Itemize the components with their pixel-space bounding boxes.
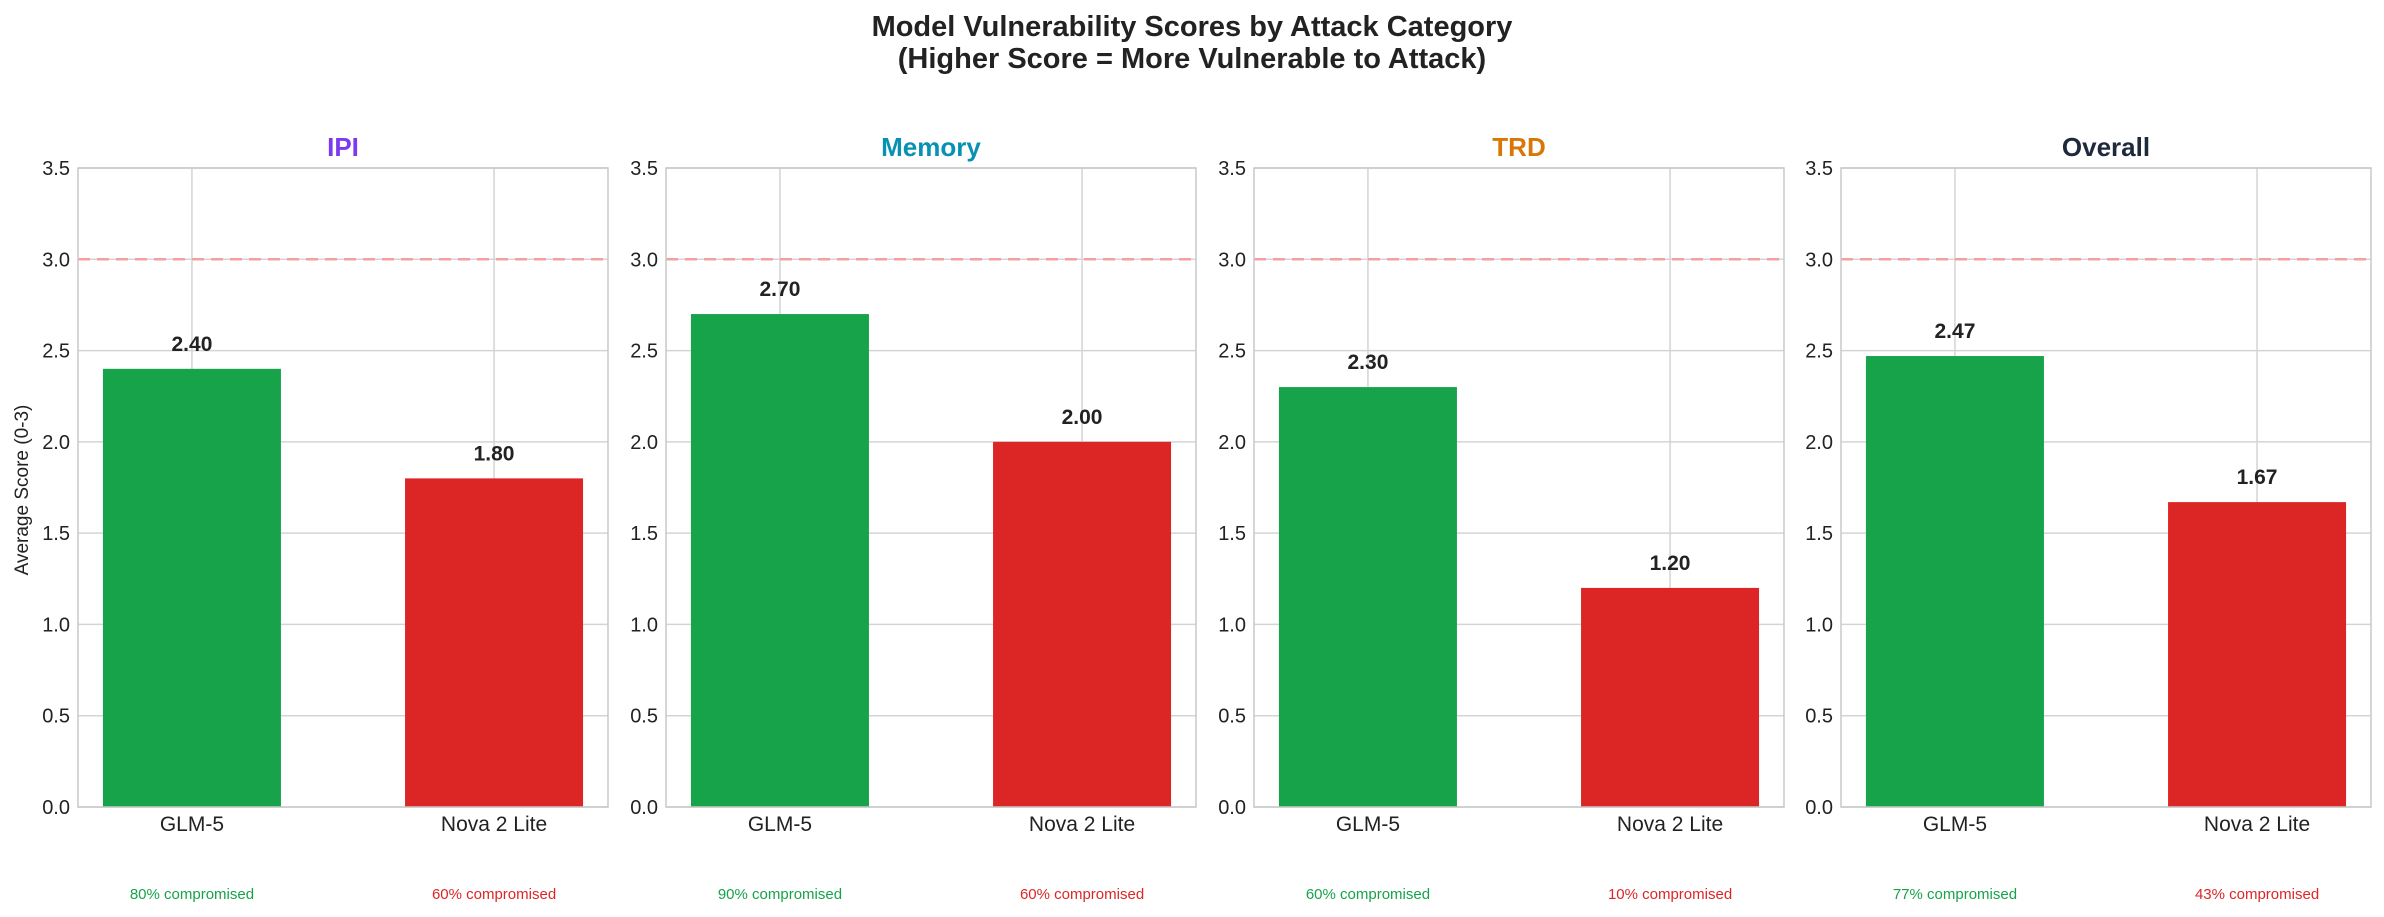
x-tick-label: Nova 2 Lite bbox=[441, 813, 547, 836]
y-tick-label: 0.5 bbox=[1805, 706, 1833, 728]
panels-group: 0.0 0.5 1.0 1.5 2.0 2.5 3.0 3.5 2.40 GLM-5 80% com… bbox=[42, 132, 2372, 903]
y-tick-label: 2.0 bbox=[630, 432, 658, 454]
axes-frame bbox=[77, 167, 609, 808]
panel-ipi: 0.0 0.5 1.0 1.5 2.0 2.5 3.0 3.5 2.40 GLM-5 80% com… bbox=[42, 132, 609, 903]
bar-value-label: 2.47 bbox=[1935, 320, 1976, 343]
axes-frame bbox=[1840, 167, 2372, 808]
x-tick-label: Nova 2 Lite bbox=[1029, 813, 1135, 836]
bar-value-label: 1.80 bbox=[474, 442, 515, 465]
y-tick-label: 0.0 bbox=[42, 797, 70, 819]
y-tick-label: 2.5 bbox=[1218, 341, 1246, 363]
bar-glm-5 bbox=[1278, 387, 1457, 807]
y-tick-label: 1.5 bbox=[42, 523, 70, 545]
y-tick-label: 2.5 bbox=[42, 341, 70, 363]
y-tick-label: 1.5 bbox=[1805, 523, 1833, 545]
bar-value-label: 2.00 bbox=[1062, 406, 1103, 429]
bar-glm-5 bbox=[102, 368, 281, 807]
x-tick-label: GLM-5 bbox=[748, 813, 812, 836]
y-tick-label: 1.0 bbox=[1218, 614, 1246, 636]
x-tick-label: GLM-5 bbox=[160, 813, 224, 836]
y-tick-label: 3.0 bbox=[1218, 249, 1246, 271]
y-tick-label: 2.0 bbox=[1805, 432, 1833, 454]
compromised-label: 77% compromised bbox=[1893, 886, 2017, 903]
bar-nova-2-lite bbox=[405, 478, 584, 807]
y-tick-label: 2.0 bbox=[42, 432, 70, 454]
y-tick-label: 1.5 bbox=[1218, 523, 1246, 545]
compromised-label: 60% compromised bbox=[1020, 886, 1144, 903]
y-tick-label: 1.5 bbox=[630, 523, 658, 545]
y-tick-label: 2.0 bbox=[1218, 432, 1246, 454]
y-tick-label: 0.5 bbox=[42, 706, 70, 728]
y-tick-label: 3.5 bbox=[630, 158, 658, 180]
y-tick-label: 3.5 bbox=[42, 158, 70, 180]
y-tick-label: 0.0 bbox=[1805, 797, 1833, 819]
y-tick-label: 0.5 bbox=[1218, 706, 1246, 728]
chart-title-line-2: (Higher Score = More Vulnerable to Attac… bbox=[898, 43, 1486, 75]
compromised-label: 43% compromised bbox=[2195, 886, 2319, 903]
axes-frame bbox=[1253, 167, 1785, 808]
panel-memory: 0.0 0.5 1.0 1.5 2.0 2.5 3.0 3.5 2.70 GLM-5 90% com… bbox=[630, 132, 1197, 903]
bar-value-label: 2.40 bbox=[172, 333, 213, 356]
compromised-label: 60% compromised bbox=[432, 886, 556, 903]
y-tick-label: 2.5 bbox=[1805, 341, 1833, 363]
bar-nova-2-lite bbox=[1581, 587, 1760, 807]
y-tick-label: 3.0 bbox=[42, 249, 70, 271]
y-tick-label: 3.5 bbox=[1218, 158, 1246, 180]
y-tick-label: 3.0 bbox=[1805, 249, 1833, 271]
y-axis-label: Average Score (0-3) bbox=[12, 405, 33, 576]
axes-frame bbox=[665, 167, 1197, 808]
panel-trd: 0.0 0.5 1.0 1.5 2.0 2.5 3.0 3.5 2.30 GLM-5 60% com… bbox=[1218, 132, 1785, 903]
panel-title: TRD bbox=[1492, 132, 1545, 162]
bar-value-label: 2.30 bbox=[1348, 351, 1389, 374]
compromised-label: 80% compromised bbox=[130, 886, 254, 903]
x-tick-label: GLM-5 bbox=[1336, 813, 1400, 836]
compromised-label: 10% compromised bbox=[1608, 886, 1732, 903]
y-tick-label: 1.0 bbox=[42, 614, 70, 636]
bar-nova-2-lite bbox=[993, 441, 1172, 807]
panel-title: Memory bbox=[881, 132, 981, 162]
x-tick-label: GLM-5 bbox=[1923, 813, 1987, 836]
panel-overall: 0.0 0.5 1.0 1.5 2.0 2.5 3.0 3.5 2.47 GLM-5 77% com… bbox=[1805, 132, 2372, 903]
bar-value-label: 2.70 bbox=[760, 278, 801, 301]
y-tick-label: 3.5 bbox=[1805, 158, 1833, 180]
y-tick-label: 0.0 bbox=[630, 797, 658, 819]
y-tick-label: 1.0 bbox=[1805, 614, 1833, 636]
y-tick-label: 0.5 bbox=[630, 706, 658, 728]
y-tick-label: 0.0 bbox=[1218, 797, 1246, 819]
bar-glm-5 bbox=[690, 314, 869, 807]
y-tick-label: 2.5 bbox=[630, 341, 658, 363]
panel-title: IPI bbox=[327, 132, 359, 162]
chart-title-line-1: Model Vulnerability Scores by Attack Cat… bbox=[872, 11, 1513, 43]
x-tick-label: Nova 2 Lite bbox=[2204, 813, 2310, 836]
y-tick-label: 1.0 bbox=[630, 614, 658, 636]
bar-value-label: 1.20 bbox=[1650, 552, 1691, 575]
y-tick-label: 3.0 bbox=[630, 249, 658, 271]
bar-nova-2-lite bbox=[2168, 502, 2347, 807]
bar-value-label: 1.67 bbox=[2237, 466, 2278, 489]
compromised-label: 90% compromised bbox=[718, 886, 842, 903]
x-tick-label: Nova 2 Lite bbox=[1617, 813, 1723, 836]
bar-glm-5 bbox=[1865, 356, 2044, 807]
compromised-label: 60% compromised bbox=[1306, 886, 1430, 903]
panel-title: Overall bbox=[2062, 132, 2150, 162]
